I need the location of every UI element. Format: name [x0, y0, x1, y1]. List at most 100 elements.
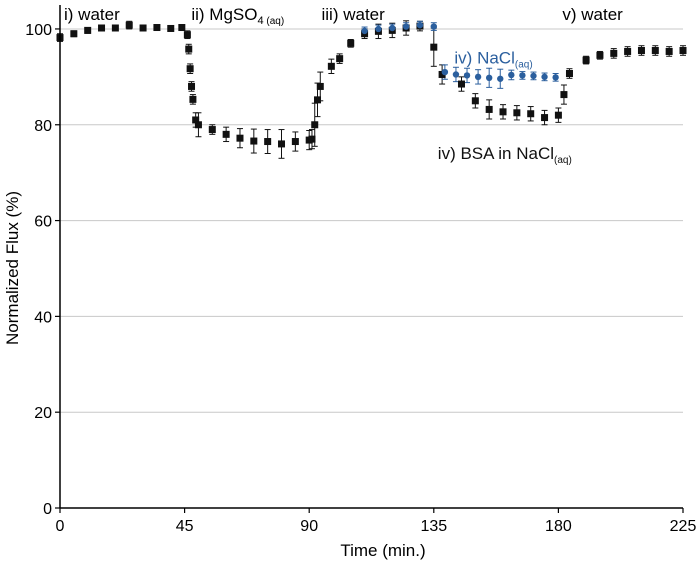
square-marker — [430, 43, 438, 51]
square-marker — [308, 135, 316, 143]
square-marker — [316, 82, 324, 90]
series-label-0: iv) NaCl(aq) — [454, 48, 532, 70]
square-marker — [565, 70, 573, 78]
grid-lines — [60, 28, 683, 413]
square-marker — [291, 138, 299, 146]
phase-label-main-3: v) water — [562, 5, 623, 24]
square-marker — [192, 116, 200, 124]
square-marker — [513, 109, 521, 117]
y-tick-label-20: 20 — [34, 405, 52, 422]
square-marker — [189, 95, 197, 103]
square-marker — [637, 47, 645, 55]
square-marker — [651, 47, 659, 55]
square-marker — [153, 24, 161, 32]
circle-marker — [530, 72, 537, 80]
data-markers — [56, 21, 687, 148]
circle-marker — [452, 71, 460, 78]
square-marker — [84, 26, 92, 34]
square-marker — [499, 108, 507, 116]
phase-label-sub4-1: 4 — [257, 15, 263, 27]
circle-marker — [389, 24, 396, 32]
x-tick-label-0: 0 — [56, 518, 65, 535]
square-marker — [178, 24, 186, 32]
square-marker — [236, 134, 244, 142]
phase-label-3: v) water — [562, 5, 623, 24]
series-label-1: iv) BSA in NaCl(aq) — [438, 144, 572, 166]
square-marker — [471, 97, 479, 105]
square-marker — [438, 70, 446, 78]
square-marker — [70, 30, 78, 38]
phase-label-main-1: ii) MgSO — [191, 5, 257, 24]
square-marker — [610, 49, 618, 57]
y-tick-label-80: 80 — [34, 118, 52, 135]
square-marker — [183, 31, 191, 39]
square-marker — [167, 24, 175, 32]
square-marker — [188, 82, 196, 90]
square-marker — [596, 51, 604, 59]
square-marker — [457, 80, 465, 88]
x-tick-label-135: 135 — [420, 518, 447, 535]
y-tick-label-40: 40 — [34, 309, 52, 326]
y-tick-label-100: 100 — [25, 22, 52, 39]
y-axis-label: Normalized Flux (%) — [3, 191, 22, 345]
circle-marker — [416, 21, 424, 29]
square-marker — [582, 56, 590, 64]
square-marker — [336, 55, 344, 63]
square-marker — [527, 110, 535, 118]
phase-label-2: iii) water — [322, 5, 386, 24]
circle-marker — [430, 23, 437, 30]
circle-marker — [474, 73, 482, 81]
square-marker — [222, 130, 230, 138]
square-marker — [208, 126, 216, 134]
phase-label-main-0: i) water — [64, 5, 120, 24]
circle-marker — [497, 75, 504, 82]
x-tick-label-45: 45 — [176, 518, 194, 535]
square-marker — [485, 105, 493, 113]
series-label-main-0: iv) NaCl — [454, 48, 514, 67]
square-marker — [541, 114, 549, 122]
square-marker — [194, 121, 202, 129]
square-marker — [624, 47, 632, 55]
square-marker — [347, 39, 355, 47]
square-marker — [314, 96, 322, 104]
annotations: i) water ii) MgSO4 (aq) iii) water v) water… — [64, 5, 623, 166]
series-label-sub-0: (aq) — [515, 59, 533, 70]
y-tick-label-60: 60 — [34, 214, 52, 231]
circle-marker — [485, 74, 493, 82]
square-marker — [679, 47, 687, 55]
circle-marker — [402, 23, 410, 30]
axes — [55, 5, 684, 513]
square-marker — [278, 140, 286, 148]
square-marker — [560, 91, 568, 99]
square-marker — [111, 24, 119, 32]
square-marker — [98, 24, 106, 32]
x-tick-label-225: 225 — [670, 518, 697, 535]
square-marker — [264, 138, 272, 146]
square-marker — [311, 121, 319, 129]
circle-marker — [508, 71, 515, 79]
circle-marker — [361, 27, 368, 35]
x-tick-label-180: 180 — [545, 518, 572, 535]
circle-marker — [552, 74, 559, 81]
square-marker — [554, 111, 562, 119]
error-bars — [57, 20, 686, 159]
circle-marker — [441, 68, 449, 76]
tick-labels: 0 20 40 60 80 100 0 45 90 135 180 225 — [25, 22, 696, 535]
phase-label-main-2: iii) water — [322, 5, 386, 24]
square-marker — [665, 47, 673, 55]
phase-label-1: ii) MgSO4 (aq) — [191, 5, 284, 27]
x-tick-label-90: 90 — [300, 518, 318, 535]
square-marker — [250, 137, 258, 145]
circle-marker — [541, 73, 548, 81]
square-marker — [185, 45, 193, 53]
circle-marker — [375, 25, 382, 33]
y-tick-label-0: 0 — [43, 501, 52, 518]
square-marker — [125, 21, 133, 29]
series-label-sub-1: (aq) — [554, 155, 572, 166]
circle-marker — [463, 72, 471, 79]
phase-label-0: i) water — [64, 5, 120, 24]
circle-marker — [519, 72, 526, 79]
square-marker — [327, 62, 335, 70]
phase-label-sub-1: (aq) — [264, 16, 285, 27]
